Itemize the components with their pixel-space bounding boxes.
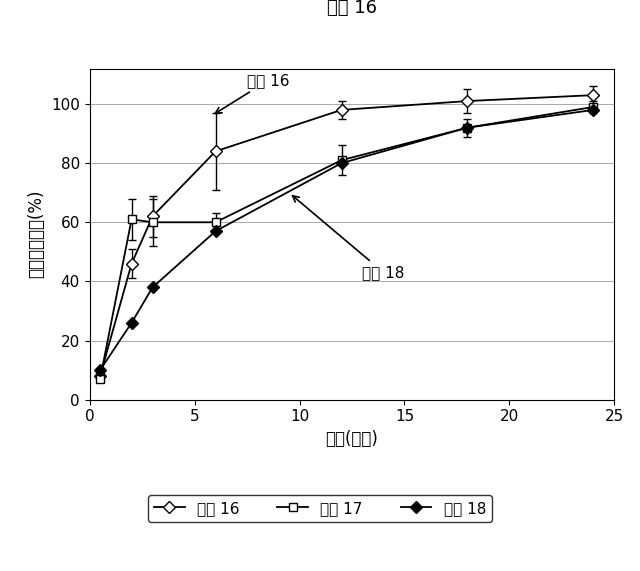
Y-axis label: 累積薬物放出(%): 累積薬物放出(%) [28,190,45,278]
Title: 製剤 16: 製剤 16 [327,0,377,17]
Text: 製剤 16: 製剤 16 [215,73,289,114]
X-axis label: 時間(時間): 時間(時間) [326,430,378,448]
Legend: 製剤 16, 製剤 17, 製剤 18: 製剤 16, 製剤 17, 製剤 18 [148,494,492,522]
Text: 製剤 18: 製剤 18 [292,196,405,280]
